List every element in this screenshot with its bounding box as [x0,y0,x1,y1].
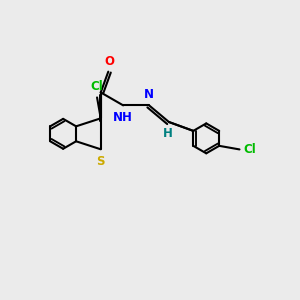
Text: NH: NH [113,111,133,124]
Text: O: O [105,55,115,68]
Text: N: N [144,88,154,101]
Text: Cl: Cl [243,143,256,156]
Text: S: S [97,154,105,168]
Text: H: H [163,127,172,140]
Text: Cl: Cl [91,80,103,93]
